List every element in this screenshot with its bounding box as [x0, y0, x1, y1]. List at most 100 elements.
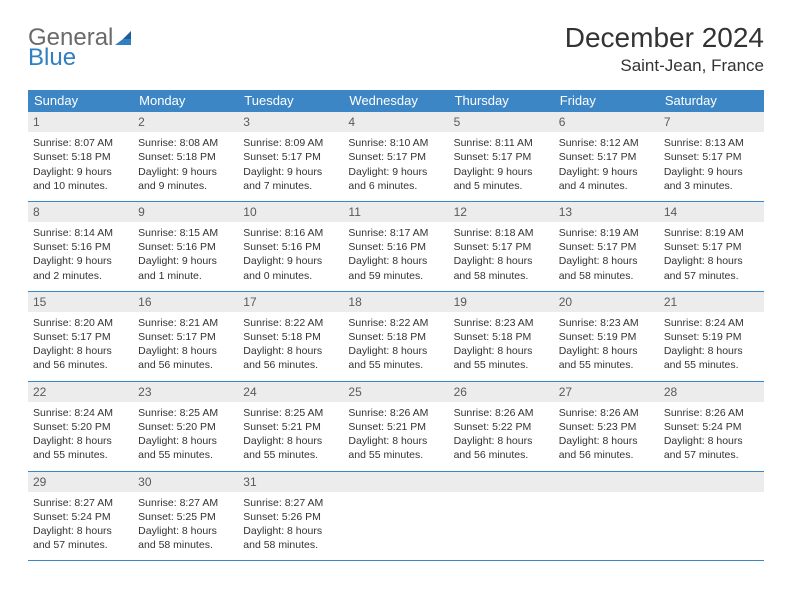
sunset-text: Sunset: 5:21 PM [348, 420, 443, 434]
daylight-text-1: Daylight: 8 hours [33, 344, 128, 358]
day-number: 17 [238, 292, 343, 312]
sunrise-text: Sunrise: 8:21 AM [138, 316, 233, 330]
sunrise-text: Sunrise: 8:23 AM [454, 316, 549, 330]
sunrise-text: Sunrise: 8:08 AM [138, 136, 233, 150]
day-cell: 4Sunrise: 8:10 AMSunset: 5:17 PMDaylight… [343, 112, 448, 201]
day-number: 22 [28, 382, 133, 402]
empty-day-bar [449, 472, 554, 492]
location: Saint-Jean, France [565, 56, 764, 76]
logo-mark-icon [115, 28, 135, 48]
daylight-text-2: and 55 minutes. [454, 358, 549, 372]
week-row: 8 Sunrise: 8:14 AM Sunset: 5:16 PM Daylight… [28, 202, 764, 292]
daylight-text-2: and 55 minutes. [664, 358, 759, 372]
sunset-text: Sunset: 5:18 PM [348, 330, 443, 344]
logo: General Blue [28, 22, 135, 69]
daylight-text-2: and 56 minutes. [138, 358, 233, 372]
daylight-text-2: and 56 minutes. [243, 358, 338, 372]
day-cell: 7Sunrise: 8:13 AMSunset: 5:17 PMDaylight… [659, 112, 764, 201]
daylight-text-2: and 58 minutes. [243, 538, 338, 552]
sunset-text: Sunset: 5:26 PM [243, 510, 338, 524]
sunrise-text: Sunrise: 8:26 AM [454, 406, 549, 420]
sunset-text: Sunset: 5:19 PM [559, 330, 654, 344]
calendar-body: 1Sunrise: 8:07 AMSunset: 5:18 PMDaylight… [28, 112, 764, 561]
day-cell: 26Sunrise: 8:26 AMSunset: 5:22 PMDayligh… [449, 382, 554, 471]
empty-day-bar [554, 472, 659, 492]
day-number: 24 [238, 382, 343, 402]
daylight-text-1: Daylight: 8 hours [559, 254, 654, 268]
daylight-text-2: and 56 minutes. [33, 358, 128, 372]
week-row: 15Sunrise: 8:20 AMSunset: 5:17 PMDayligh… [28, 292, 764, 382]
sunrise-text: Sunrise: 8:16 AM [243, 226, 338, 240]
day-cell: 12Sunrise: 8:18 AMSunset: 5:17 PMDayligh… [449, 202, 554, 291]
daylight-text-1: Daylight: 8 hours [243, 434, 338, 448]
empty-day-bar [343, 472, 448, 492]
day-number: 6 [554, 112, 659, 132]
day-number: 3 [238, 112, 343, 132]
sunset-text: Sunset: 5:16 PM [138, 240, 233, 254]
day-number: 29 [28, 472, 133, 492]
day-cell: 2Sunrise: 8:08 AMSunset: 5:18 PMDaylight… [133, 112, 238, 201]
daylight-text-2: and 55 minutes. [348, 358, 443, 372]
day-cell: 17Sunrise: 8:22 AMSunset: 5:18 PMDayligh… [238, 292, 343, 381]
daylight-text-2: and 57 minutes. [664, 448, 759, 462]
daylight-text-1: Daylight: 8 hours [664, 254, 759, 268]
daylight-text-2: and 4 minutes. [559, 179, 654, 193]
daylight-text-2: and 1 minute. [138, 269, 233, 283]
day-cell: 23Sunrise: 8:25 AMSunset: 5:20 PMDayligh… [133, 382, 238, 471]
day-number: 12 [449, 202, 554, 222]
day-cell: 13Sunrise: 8:19 AMSunset: 5:17 PMDayligh… [554, 202, 659, 291]
weekday-header-row: Sunday Monday Tuesday Wednesday Thursday… [28, 90, 764, 112]
day-number: 1 [28, 112, 133, 132]
weekday-thursday: Thursday [449, 90, 554, 112]
daylight-text-1: Daylight: 8 hours [243, 344, 338, 358]
weekday-sunday: Sunday [28, 90, 133, 112]
sunset-text: Sunset: 5:17 PM [138, 330, 233, 344]
day-cell: 27Sunrise: 8:26 AMSunset: 5:23 PMDayligh… [554, 382, 659, 471]
day-cell: 3Sunrise: 8:09 AMSunset: 5:17 PMDaylight… [238, 112, 343, 201]
sunset-text: Sunset: 5:19 PM [664, 330, 759, 344]
sunrise-text: Sunrise: 8:19 AM [559, 226, 654, 240]
daylight-text-2: and 57 minutes. [664, 269, 759, 283]
daylight-text-1: Daylight: 8 hours [33, 524, 128, 538]
title-block: December 2024 Saint-Jean, France [565, 22, 764, 76]
day-cell: 6Sunrise: 8:12 AMSunset: 5:17 PMDaylight… [554, 112, 659, 201]
day-cell: 14Sunrise: 8:19 AMSunset: 5:17 PMDayligh… [659, 202, 764, 291]
day-number: 15 [28, 292, 133, 312]
sunrise-text: Sunrise: 8:14 AM [33, 226, 128, 240]
day-number: 19 [449, 292, 554, 312]
daylight-text-2: and 58 minutes. [559, 269, 654, 283]
daylight-text-1: Daylight: 9 hours [33, 254, 128, 268]
sunset-text: Sunset: 5:17 PM [664, 240, 759, 254]
daylight-text-1: Daylight: 8 hours [348, 344, 443, 358]
daylight-text-1: Daylight: 8 hours [559, 344, 654, 358]
sunrise-text: Sunrise: 8:09 AM [243, 136, 338, 150]
daylight-text-2: and 3 minutes. [664, 179, 759, 193]
day-number: 9 [133, 202, 238, 222]
daylight-text-2: and 55 minutes. [243, 448, 338, 462]
sunrise-text: Sunrise: 8:17 AM [348, 226, 443, 240]
sunrise-text: Sunrise: 8:15 AM [138, 226, 233, 240]
daylight-text-1: Daylight: 9 hours [243, 165, 338, 179]
daylight-text-1: Daylight: 9 hours [348, 165, 443, 179]
day-cell: 30Sunrise: 8:27 AMSunset: 5:25 PMDayligh… [133, 472, 238, 561]
sunset-text: Sunset: 5:17 PM [454, 150, 549, 164]
daylight-text-2: and 55 minutes. [33, 448, 128, 462]
day-number: 26 [449, 382, 554, 402]
day-cell: 21Sunrise: 8:24 AMSunset: 5:19 PMDayligh… [659, 292, 764, 381]
day-cell: 18Sunrise: 8:22 AMSunset: 5:18 PMDayligh… [343, 292, 448, 381]
sunset-text: Sunset: 5:24 PM [33, 510, 128, 524]
day-number: 8 [28, 202, 133, 222]
daylight-text-2: and 10 minutes. [33, 179, 128, 193]
weekday-friday: Friday [554, 90, 659, 112]
daylight-text-1: Daylight: 8 hours [243, 524, 338, 538]
daylight-text-1: Daylight: 9 hours [33, 165, 128, 179]
week-row: 1Sunrise: 8:07 AMSunset: 5:18 PMDaylight… [28, 112, 764, 202]
day-number: 2 [133, 112, 238, 132]
sunrise-text: Sunrise: 8:11 AM [454, 136, 549, 150]
sunset-text: Sunset: 5:21 PM [243, 420, 338, 434]
daylight-text-2: and 5 minutes. [454, 179, 549, 193]
empty-day-cell [554, 472, 659, 561]
daylight-text-2: and 58 minutes. [454, 269, 549, 283]
sunset-text: Sunset: 5:17 PM [559, 240, 654, 254]
day-number: 25 [343, 382, 448, 402]
